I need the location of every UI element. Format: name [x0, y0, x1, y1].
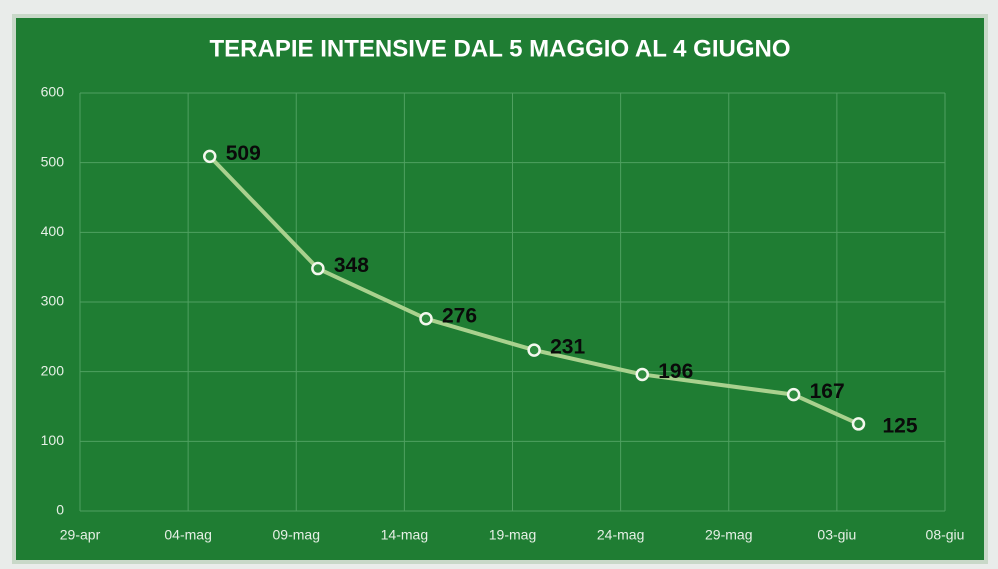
y-tick-label: 400 [41, 223, 65, 239]
data-point [851, 417, 866, 431]
data-label: 348 [334, 254, 369, 277]
data-point [635, 367, 649, 382]
y-tick-label: 200 [41, 362, 65, 378]
x-tick-label: 08-giu [926, 527, 965, 543]
x-tick-label: 24-mag [597, 527, 644, 543]
y-tick-label: 100 [41, 432, 65, 448]
data-label: 509 [226, 142, 261, 165]
y-tick-label: 600 [41, 84, 65, 100]
data-label: 167 [810, 380, 845, 403]
y-tick-label: 0 [56, 502, 64, 518]
data-point [786, 387, 801, 402]
x-tick-label: 09-mag [273, 527, 320, 543]
x-tick-label: 29-apr [60, 527, 101, 543]
data-label: 196 [658, 360, 693, 383]
data-point [203, 149, 217, 164]
data-label: 125 [883, 414, 918, 437]
x-tick-label: 04-mag [164, 527, 211, 543]
x-tick-label: 14-mag [381, 527, 428, 543]
y-tick-label: 500 [41, 153, 65, 169]
data-point [311, 261, 325, 276]
data-point [527, 343, 541, 357]
data-label: 231 [550, 336, 585, 359]
x-tick-label: 19-mag [489, 527, 536, 543]
chart-title: TERAPIE INTENSIVE DAL 5 MAGGIO AL 4 GIUG… [210, 35, 791, 62]
data-label: 276 [442, 304, 477, 327]
chart-panel [12, 14, 988, 564]
y-tick-label: 300 [41, 293, 65, 309]
x-tick-label: 29-mag [705, 527, 752, 543]
data-point [419, 311, 433, 326]
x-tick-label: 03-giu [817, 527, 856, 543]
